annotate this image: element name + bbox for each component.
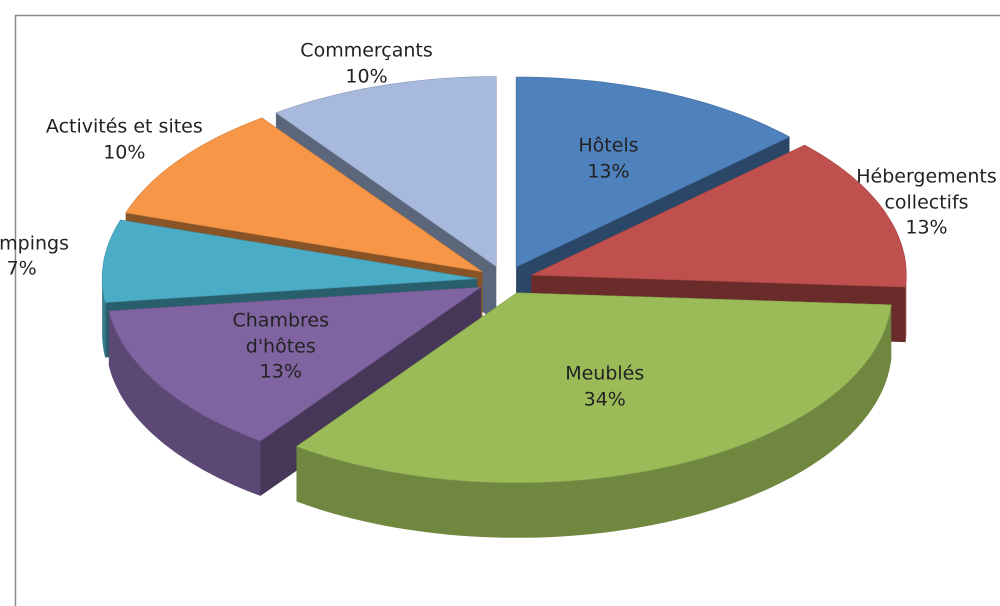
category-label: Campings bbox=[0, 232, 70, 255]
category-label: Meublés bbox=[565, 362, 645, 385]
slice-wall bbox=[905, 275, 907, 343]
slice-top bbox=[275, 76, 497, 268]
category-label: Chambres d'hôtes bbox=[232, 309, 330, 358]
slice-label: Meublés 34% bbox=[545, 362, 665, 413]
slice-label: Campings7% bbox=[0, 231, 82, 282]
slice-top bbox=[125, 117, 483, 272]
slice-top bbox=[515, 76, 791, 268]
slice bbox=[295, 292, 892, 538]
value-label: 13% bbox=[587, 159, 630, 182]
slice-label: Commerçants 10% bbox=[282, 38, 452, 89]
slice-label: Hôtels 13% bbox=[548, 133, 668, 184]
value-label: 10% bbox=[345, 65, 388, 88]
category-label: Hébergements collectifs bbox=[856, 165, 997, 214]
slice-wall bbox=[102, 278, 106, 358]
value-label: 7% bbox=[6, 257, 37, 280]
category-label: Activités et sites bbox=[45, 115, 203, 138]
slice-top bbox=[108, 286, 482, 442]
value-label: 13% bbox=[905, 216, 948, 239]
slice-label: Activités et sites 10% bbox=[9, 114, 239, 165]
slice-top bbox=[101, 219, 478, 303]
slice bbox=[108, 286, 482, 496]
slice-top bbox=[531, 144, 907, 288]
value-label: 10% bbox=[103, 140, 146, 163]
category-label: Commerçants bbox=[300, 39, 433, 62]
slice-top bbox=[295, 292, 892, 484]
slice-wall bbox=[108, 311, 261, 496]
category-label: Hôtels bbox=[578, 134, 639, 157]
value-label: 13% bbox=[259, 360, 302, 383]
slice-label: Hébergements collectifs 13% bbox=[842, 165, 1000, 242]
value-label: 34% bbox=[583, 388, 626, 411]
slice-label: Chambres d'hôtes 13% bbox=[216, 309, 346, 386]
